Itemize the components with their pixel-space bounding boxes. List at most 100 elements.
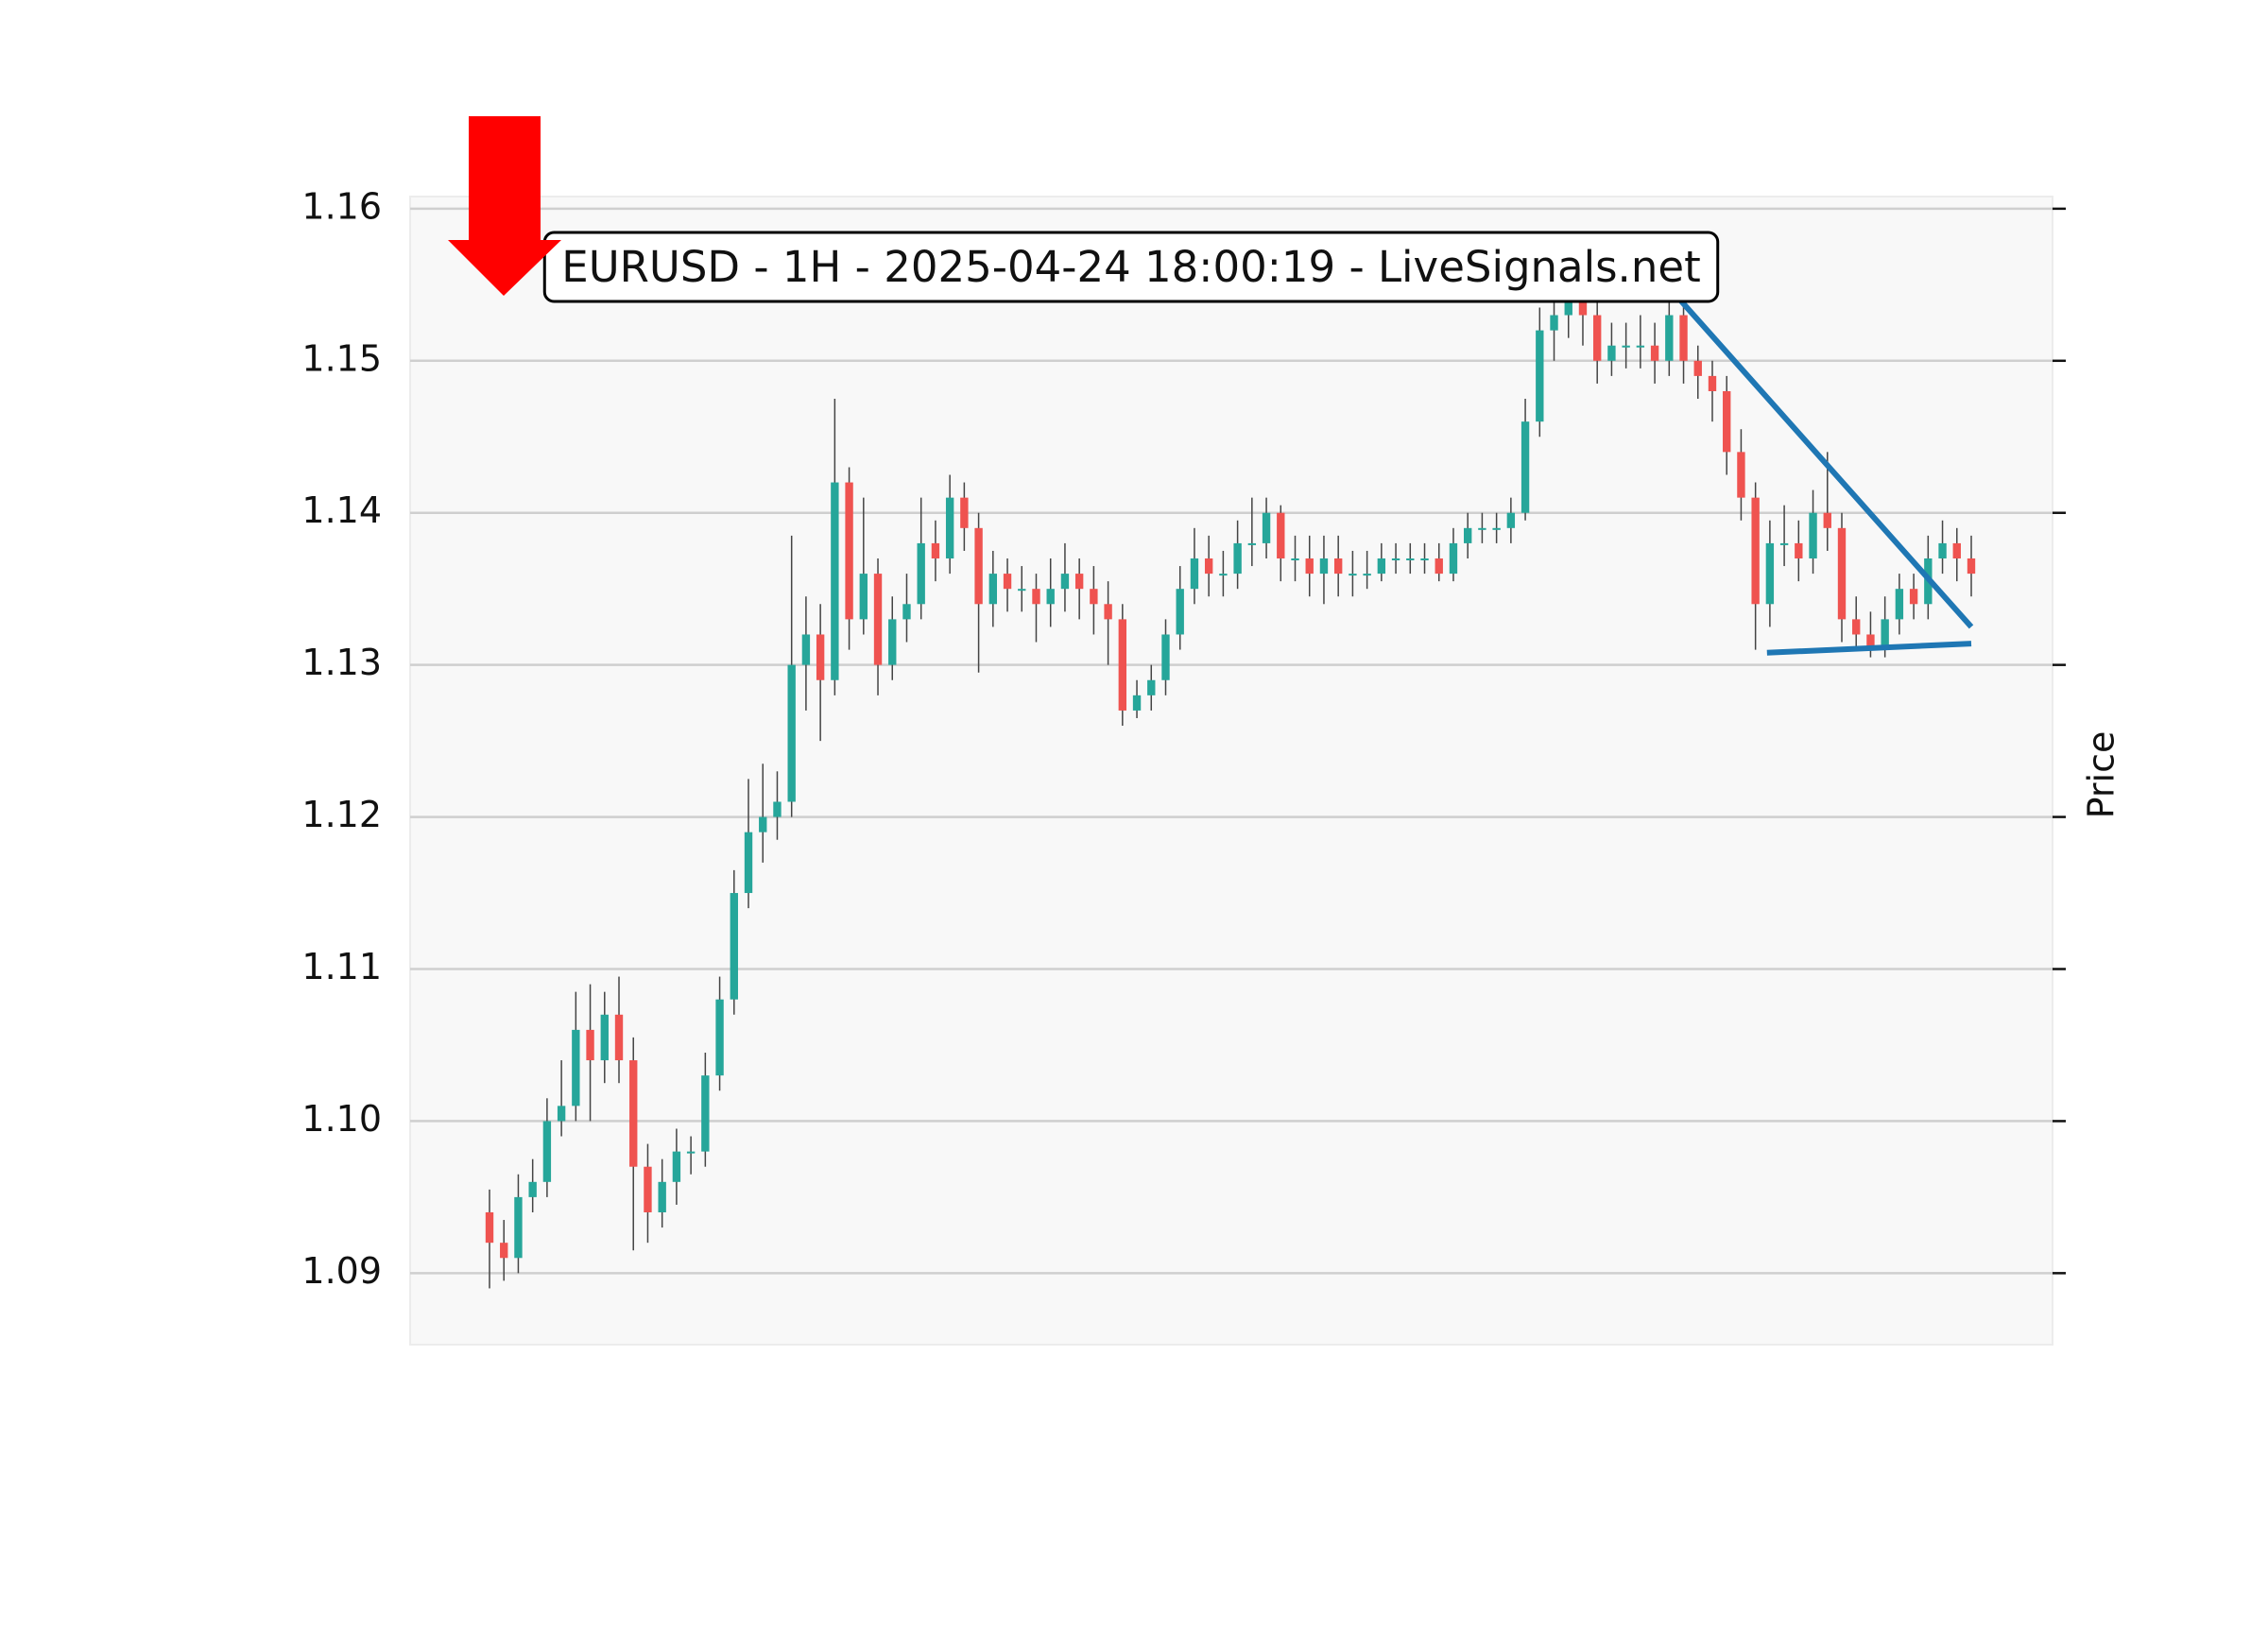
candle-body: [1262, 512, 1271, 543]
candle-body: [1795, 542, 1803, 559]
candle-body: [1967, 558, 1976, 575]
trend-lines: [1670, 288, 1974, 656]
candle-body: [1909, 589, 1918, 605]
candle-body: [658, 1181, 666, 1212]
candle-body: [715, 999, 724, 1076]
candle-body: [1665, 315, 1674, 361]
candle-body: [672, 1151, 681, 1182]
candle-body: [1349, 574, 1357, 576]
candle-body: [701, 1075, 710, 1152]
candle-body: [1247, 542, 1257, 545]
y-tick-label: 1.14: [301, 489, 382, 531]
candle-body: [1837, 527, 1847, 620]
candle-body: [859, 574, 868, 620]
arrow-shaft: [469, 116, 541, 241]
candle-body: [759, 816, 767, 832]
signal-arrow: [448, 116, 561, 296]
candle-body: [1090, 589, 1098, 605]
candle-body: [1046, 589, 1055, 605]
candle-body: [1708, 375, 1717, 391]
candle-body: [614, 1014, 624, 1061]
candle-body: [1449, 542, 1458, 575]
title-box: EURUSD - 1H - 2025-04-24 18:00:19 - Live…: [542, 231, 1720, 303]
candle-body: [572, 1029, 580, 1107]
candle-body: [1881, 619, 1889, 650]
candle-body: [1593, 315, 1602, 361]
candle-body: [1204, 558, 1213, 575]
candle-body: [1463, 527, 1472, 543]
candle-body: [873, 574, 883, 665]
candle-body: [1018, 589, 1026, 592]
candles: [485, 254, 1976, 1289]
candle-body: [1478, 527, 1486, 530]
candle-body: [1723, 390, 1731, 453]
candle-body: [1536, 330, 1544, 422]
candle-body: [1074, 574, 1084, 590]
candle-body: [1003, 574, 1012, 590]
candle-body: [1938, 542, 1947, 559]
candle-body: [1420, 558, 1429, 561]
candle-body: [1607, 345, 1616, 361]
candle-body: [1377, 558, 1386, 575]
candle-body: [1521, 421, 1530, 513]
candle-body: [1952, 542, 1961, 559]
candle-body: [1737, 452, 1745, 498]
candle-body: [816, 634, 825, 680]
candle-body: [730, 893, 738, 1000]
candle-body: [1406, 558, 1415, 561]
candle-body: [1277, 512, 1285, 559]
candle-body: [801, 634, 811, 665]
candle-body: [1650, 345, 1659, 361]
candle-body: [542, 1121, 552, 1182]
candle-body: [773, 801, 782, 817]
y-tick-label: 1.15: [301, 337, 382, 379]
candle-body: [1435, 558, 1443, 575]
y-tick-label: 1.09: [301, 1250, 382, 1292]
chart-title: EURUSD - 1H - 2025-04-24 18:00:19 - Live…: [561, 242, 1700, 292]
candle-body: [1132, 695, 1142, 711]
candle-body: [1333, 558, 1343, 575]
candle-body: [1492, 527, 1501, 530]
candle-body: [744, 832, 753, 894]
candle-body: [1679, 315, 1688, 361]
candle-body: [1693, 360, 1702, 376]
candle-body: [1363, 574, 1371, 576]
title-frame: [542, 231, 1720, 303]
candle-body: [600, 1014, 609, 1061]
candle-body: [960, 497, 969, 528]
candle-body: [945, 497, 954, 559]
candle-body: [1866, 634, 1875, 650]
candle-body: [787, 664, 796, 802]
candle-body: [1895, 589, 1904, 620]
candle-body: [1104, 604, 1112, 620]
candle-body: [686, 1151, 696, 1154]
candle-body: [931, 542, 940, 559]
candle-body: [917, 542, 925, 605]
candle-body: [557, 1106, 566, 1122]
candle-body: [1161, 634, 1170, 680]
candle-body: [1305, 558, 1314, 575]
candle-body: [1147, 679, 1156, 695]
grid: 1.09 1.10 1.11 1.12 1.13 1.14 1.15 1.16: [301, 185, 2066, 1292]
candle-body: [1233, 542, 1242, 575]
candle-body: [902, 604, 911, 620]
candle-body: [1291, 558, 1299, 561]
candle-body: [1823, 512, 1831, 528]
y-tick-label: 1.12: [301, 794, 382, 835]
candle-body: [988, 574, 998, 605]
candle-body: [1779, 542, 1789, 545]
y-axis-label: Price: [2081, 731, 2122, 819]
candle-body: [500, 1243, 508, 1259]
candle-body: [1852, 619, 1861, 635]
y-tick-label: 1.16: [301, 185, 382, 227]
candle-body: [974, 527, 983, 605]
y-tick-label: 1.10: [301, 1098, 382, 1140]
candle-body: [1319, 558, 1329, 575]
candle-body: [644, 1166, 652, 1212]
candle-body: [1190, 558, 1199, 590]
trend-line: [1670, 288, 1974, 629]
y-tick-label: 1.13: [301, 642, 382, 683]
candle-body: [586, 1029, 594, 1061]
